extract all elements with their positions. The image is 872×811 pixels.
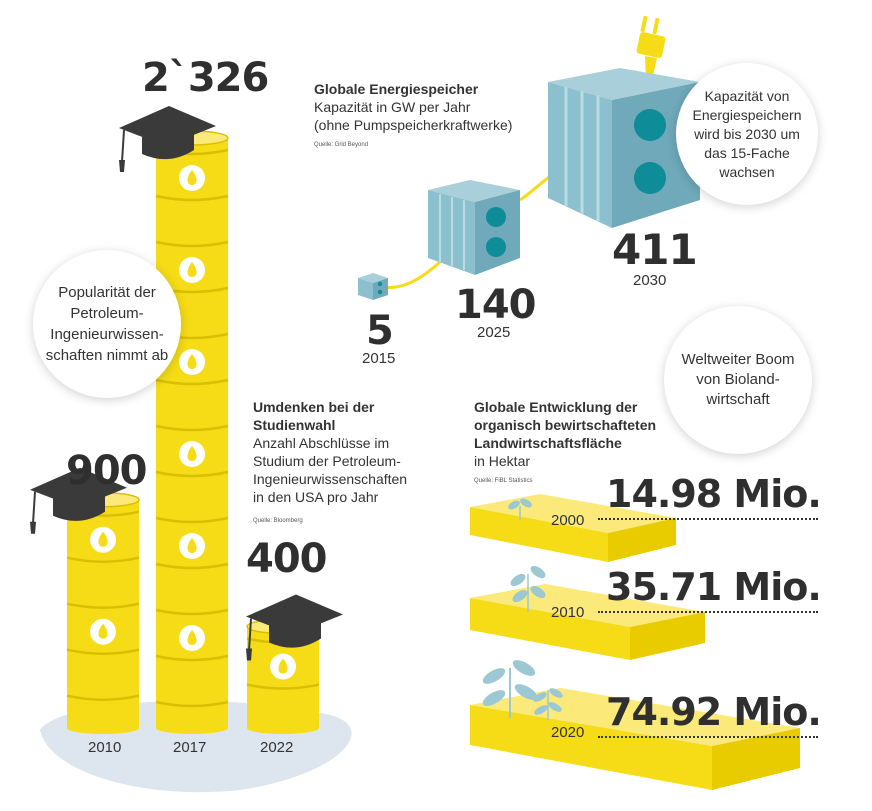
oil-drop-icon [179,533,205,559]
oil-drop-icon [90,526,116,553]
organic-unit: in Hektar [474,453,531,469]
graduation-cap-icon [119,106,216,172]
storage-title-block: Globale Energiespeicher Kapazität in GW … [314,80,554,154]
sprout-icon-2000 [508,498,532,520]
barrel-stack-2017 [119,106,229,734]
degrees-year-2022: 2022 [260,739,294,756]
organic-source: Quelle: FiBL Statistics [474,478,533,484]
graduation-cap-icon [30,467,127,534]
graduation-cap-icon [246,594,343,661]
organic-bubble: Weltweiter Boom von Bioland- wirtschaft [664,306,812,454]
oil-drop-icon [179,441,205,467]
degrees-source: Quelle: Bloomberg [253,518,303,524]
storage-value-2030: 411 [612,225,698,274]
organic-dotline-2010 [598,611,818,613]
degrees-year-2017: 2017 [173,739,207,756]
organic-value-2010: 35.71 Mio. [606,565,822,609]
organic-title-block: Globale Entwicklung der organisch bewirt… [474,398,704,490]
storage-title: Globale Energiespeicher [314,81,479,97]
organic-dotline-2000 [598,518,818,520]
oil-drop-icon [179,349,205,375]
oil-drop-icon [270,653,296,680]
oil-drop-icon [90,618,116,645]
oil-drop-icon [179,257,205,283]
sprout-icon-2010 [510,565,546,612]
organic-year-2010: 2010 [551,604,585,621]
degrees-subtitle: Anzahl Abschlüsse im Studium der Petrole… [253,435,408,505]
battery-box-2025 [428,180,520,275]
storage-year-2030: 2030 [633,272,667,289]
storage-year-2015: 2015 [362,350,396,367]
organic-year-2000: 2000 [551,512,585,529]
degrees-title: Umdenken bei der Studienwahl [253,399,375,433]
battery-box-2015 [358,273,388,300]
organic-value-2020: 74.92 Mio. [606,690,822,734]
barrel-stack-2010 [30,467,140,734]
degrees-bubble: Popularität der Petroleum- Ingenieurwiss… [33,250,181,398]
organic-title: Globale Entwicklung der organisch bewirt… [474,399,657,451]
organic-value-2000: 14.98 Mio. [606,472,822,516]
degrees-title-block: Umdenken bei der Studienwahl Anzahl Absch… [253,398,453,530]
storage-subtitle: Kapazität in GW per Jahr (ohne Pumpspeic… [314,99,513,133]
storage-year-2025: 2025 [477,324,511,341]
storage-bubble: Kapazität von Energiespeichern wird bis … [676,63,818,205]
barrel-stack-2022 [246,594,343,734]
oil-drop-icon [179,165,205,191]
storage-source: Quelle: Grid Beyond [314,142,369,148]
organic-year-2020: 2020 [551,724,585,741]
degrees-value-2022: 400 [246,536,327,582]
storage-value-2025: 140 [455,282,536,328]
degrees-year-2010: 2010 [88,739,122,756]
degrees-value-2017: 2`326 [142,55,269,101]
sprout-icon-2020 [482,660,563,720]
oil-drop-icon [179,625,205,651]
organic-dotline-2020 [598,736,818,738]
storage-value-2015: 5 [366,308,394,354]
degrees-value-2010: 900 [66,448,147,494]
battery-box-2030 [548,68,700,228]
